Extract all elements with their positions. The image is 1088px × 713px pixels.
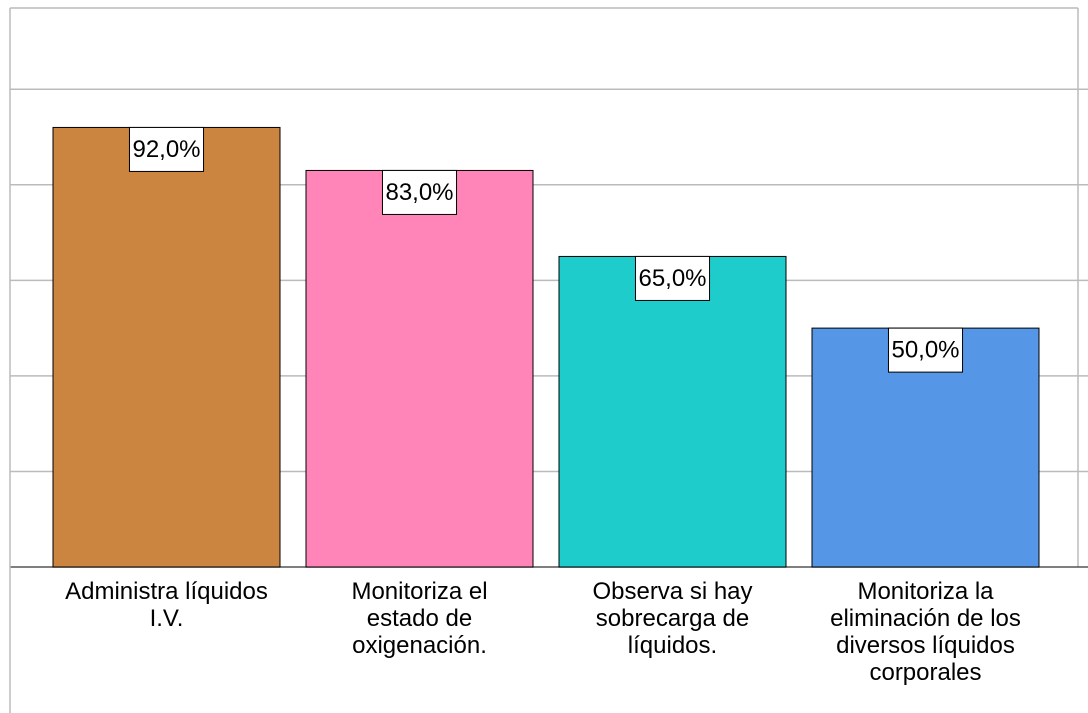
value-label: 83,0% <box>385 179 453 206</box>
value-label-box <box>887 327 964 373</box>
value-label: 92,0% <box>132 136 200 163</box>
x-tick-label: Observa si hay sobrecarga de líquidos. <box>592 578 753 659</box>
bar <box>558 255 787 568</box>
x-tick-label: Monitoriza el estado de oxigenación. <box>351 578 488 659</box>
value-label-box <box>634 255 711 301</box>
value-label: 65,0% <box>638 265 706 292</box>
x-tick-label: Monitoriza la eliminación de los diverso… <box>830 578 1021 686</box>
value-label-box <box>381 169 458 215</box>
value-label: 50,0% <box>891 336 959 363</box>
bar <box>305 169 534 568</box>
value-label-box <box>128 126 205 172</box>
bar <box>52 126 281 568</box>
x-tick-label: Administra líquidos I.V. <box>65 578 268 632</box>
